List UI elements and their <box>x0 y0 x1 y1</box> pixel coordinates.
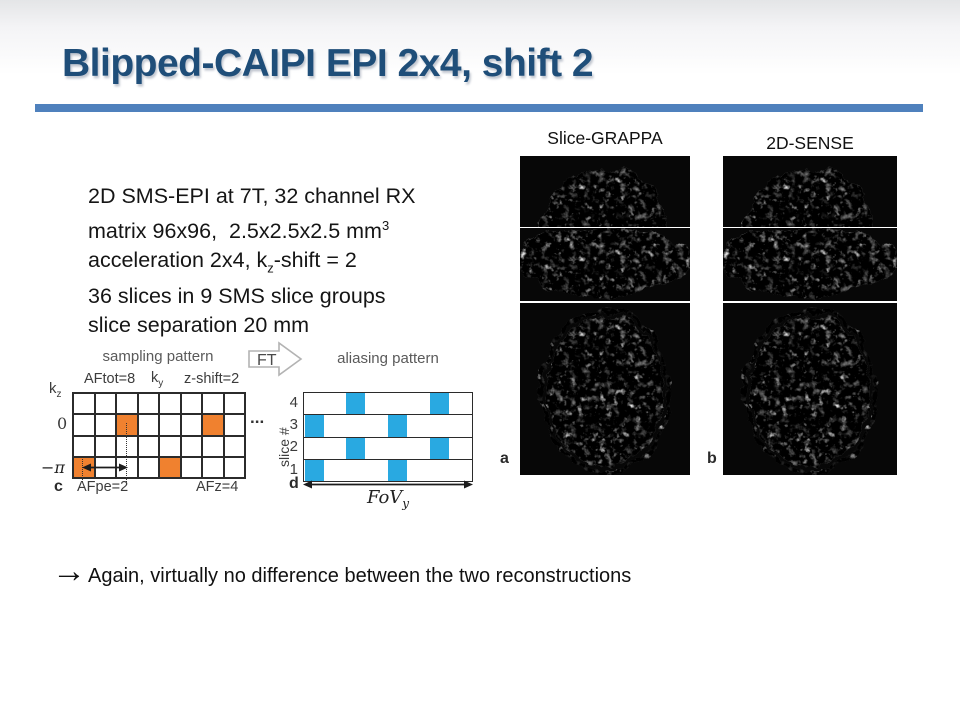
afpe-dotted-line-left <box>82 459 83 482</box>
aliasing-row-label: 3 <box>289 416 298 434</box>
afz-label: AFz=4 <box>196 479 239 495</box>
kz-zero-tick: 0 <box>57 414 68 433</box>
aliasing-blue-block <box>346 393 366 415</box>
mri-axial-slice-grappa <box>520 303 690 475</box>
sampling-cell <box>203 457 223 477</box>
ky-axis-label: ky <box>151 370 164 389</box>
sampling-cell <box>203 394 223 414</box>
sampling-cell <box>95 394 115 414</box>
aliasing-grid <box>303 392 473 482</box>
mri-axial-2d-sense <box>723 303 897 475</box>
kz-axis-label: kz <box>49 380 62 400</box>
recon-header-slice-grappa: Slice-GRAPPA <box>547 128 663 148</box>
method-line-5: slice separation 20 mm <box>88 313 310 338</box>
sampling-cell <box>74 436 94 456</box>
conclusion-text: Again, virtually no difference between t… <box>88 565 632 587</box>
method-line-3: acceleration 2x4, kz-shift = 2 <box>88 248 357 276</box>
aliasing-blue-block <box>429 393 449 415</box>
sampling-cell <box>203 415 223 435</box>
sampling-cell <box>160 394 180 414</box>
title-underline <box>35 104 923 112</box>
aliasing-blue-block <box>346 437 366 459</box>
sampling-cell <box>224 457 244 477</box>
aliasing-blue-block <box>387 415 407 437</box>
sampling-cell <box>138 436 158 456</box>
sampling-cell <box>224 436 244 456</box>
sampling-grid <box>72 392 246 479</box>
sampling-cell <box>160 457 180 477</box>
aliasing-blue-block <box>387 459 407 481</box>
recon-header-2d-sense: 2D-SENSE <box>766 133 854 153</box>
mri-sagittal-slice-grappa <box>520 228 690 301</box>
sampling-cell <box>224 394 244 414</box>
sampling-cell <box>181 457 201 477</box>
panel-letter-d: d <box>289 475 299 492</box>
slide-title: Blipped-CAIPI EPI 2x4, shift 2 <box>62 42 594 85</box>
aliasing-pattern-title: aliasing pattern <box>337 350 439 367</box>
sampling-cell <box>160 436 180 456</box>
sampling-cell <box>74 394 94 414</box>
fov-axis-label: FoVy <box>366 487 410 511</box>
conclusion-arrow-icon: → <box>52 552 86 590</box>
aftot-label: AFtot=8 <box>84 371 136 387</box>
method-line-1: 2D SMS-EPI at 7T, 32 channel RX <box>88 184 416 208</box>
sampling-cell <box>74 415 94 435</box>
sampling-pattern-title: sampling pattern <box>102 348 214 365</box>
sampling-cell <box>181 415 201 435</box>
sampling-cell <box>138 457 158 477</box>
panel-letter-c: c <box>54 478 63 495</box>
afpe-dotted-line-right <box>126 423 127 482</box>
aliasing-band <box>304 415 472 438</box>
aliasing-band <box>304 393 472 416</box>
kz-minus-pi-tick: −π <box>41 458 65 477</box>
aliasing-blue-block <box>304 459 324 481</box>
sampling-cell <box>95 436 115 456</box>
mri-coronal-slice-grappa <box>520 156 690 227</box>
sampling-cell <box>138 415 158 435</box>
aliasing-blue-block <box>429 437 449 459</box>
aliasing-band <box>304 459 472 481</box>
aliasing-row-label: 4 <box>289 394 298 411</box>
ft-arrow-label: FT <box>257 352 277 369</box>
ellipsis: ... <box>250 408 265 427</box>
afpe-label: AFpe=2 <box>77 479 129 495</box>
mri-coronal-2d-sense <box>723 156 897 227</box>
method-line-2: matrix 96x96, 2.5x2.5x2.5 mm3 <box>88 218 390 244</box>
sampling-cell <box>95 415 115 435</box>
method-line-4: 36 slices in 9 SMS slice groups <box>88 284 386 309</box>
fov-arrow <box>303 480 473 489</box>
sampling-cell <box>138 394 158 414</box>
ft-arrow-icon: FT <box>248 341 303 377</box>
sampling-cell <box>117 394 137 414</box>
afpe-arrow <box>82 463 128 472</box>
aliasing-row-label: 1 <box>289 460 298 478</box>
aliasing-blue-block <box>304 415 324 437</box>
mri-sagittal-2d-sense <box>723 228 897 301</box>
sampling-cell <box>181 436 201 456</box>
zshift-label: z-shift=2 <box>184 371 240 387</box>
sampling-cell <box>224 415 244 435</box>
sampling-cell <box>181 394 201 414</box>
panel-letter-b: b <box>707 450 717 467</box>
sampling-cell <box>203 436 223 456</box>
aliasing-band <box>304 437 472 460</box>
method-details: 2D SMS-EPI at 7T, 32 channel RX matrix 9… <box>88 182 415 340</box>
aliasing-row-label: 2 <box>289 438 298 456</box>
panel-letter-a: a <box>500 450 509 467</box>
sampling-cell <box>160 415 180 435</box>
